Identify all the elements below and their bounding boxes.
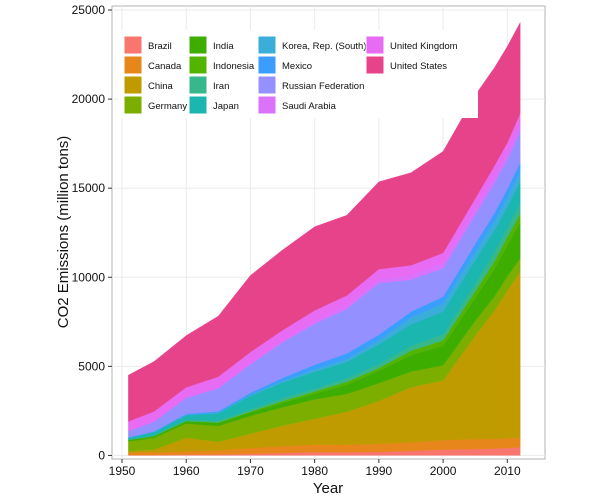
legend-label: Canada bbox=[148, 61, 182, 72]
area-united-states bbox=[128, 22, 521, 422]
x-tick-label: 2000 bbox=[430, 464, 457, 478]
legend-swatch bbox=[123, 35, 143, 55]
legend-swatch bbox=[123, 75, 143, 95]
legend-label: Russian Federation bbox=[282, 81, 364, 92]
x-tick-label: 2010 bbox=[494, 464, 521, 478]
legend-label: Korea, Rep. (South) bbox=[282, 41, 367, 52]
y-axis-title: CO2 Emissions (million tons) bbox=[55, 136, 72, 329]
legend-swatch bbox=[188, 95, 208, 115]
legend-swatch bbox=[257, 35, 277, 55]
legend-swatch bbox=[123, 55, 143, 75]
y-tick-label: 0 bbox=[98, 448, 105, 462]
legend-label: Germany bbox=[148, 101, 187, 112]
legend-swatch bbox=[365, 55, 385, 75]
legend-swatch bbox=[257, 75, 277, 95]
legend-label: Indonesia bbox=[213, 61, 255, 72]
legend-label: Brazil bbox=[148, 41, 172, 52]
legend-swatch bbox=[188, 35, 208, 55]
legend-label: Iran bbox=[213, 81, 229, 92]
legend-swatch bbox=[123, 95, 143, 115]
legend-label: Saudi Arabia bbox=[282, 101, 337, 112]
legend-swatch bbox=[188, 55, 208, 75]
area-series-group bbox=[128, 22, 521, 456]
x-tick-label: 1980 bbox=[301, 464, 328, 478]
x-tick-label: 1990 bbox=[366, 464, 393, 478]
legend-swatch bbox=[257, 95, 277, 115]
legend-background bbox=[118, 30, 478, 118]
legend-swatch bbox=[257, 55, 277, 75]
y-tick-label: 10000 bbox=[72, 270, 106, 284]
legend-label: United Kingdom bbox=[390, 41, 458, 52]
legend-label: Mexico bbox=[282, 61, 312, 72]
legend-swatch bbox=[365, 35, 385, 55]
legend-swatch bbox=[188, 75, 208, 95]
x-tick-label: 1970 bbox=[237, 464, 264, 478]
legend: Brazil Canada China Germany India Indonesia Ir… bbox=[118, 30, 478, 118]
axis-ticks: 1950 1960 1970 1980 1990 2000 2010 0 5000 10000 15… bbox=[72, 3, 521, 478]
legend-label: India bbox=[213, 41, 234, 52]
x-tick-label: 1950 bbox=[109, 464, 136, 478]
legend-label: China bbox=[148, 81, 174, 92]
y-tick-label: 25000 bbox=[72, 3, 106, 17]
x-axis-title: Year bbox=[313, 480, 343, 497]
y-tick-label: 15000 bbox=[72, 181, 106, 195]
legend-label: Japan bbox=[213, 101, 239, 112]
x-tick-label: 1960 bbox=[173, 464, 200, 478]
legend-label: United States bbox=[390, 61, 447, 72]
y-tick-label: 20000 bbox=[72, 92, 106, 106]
y-tick-label: 5000 bbox=[78, 359, 105, 373]
